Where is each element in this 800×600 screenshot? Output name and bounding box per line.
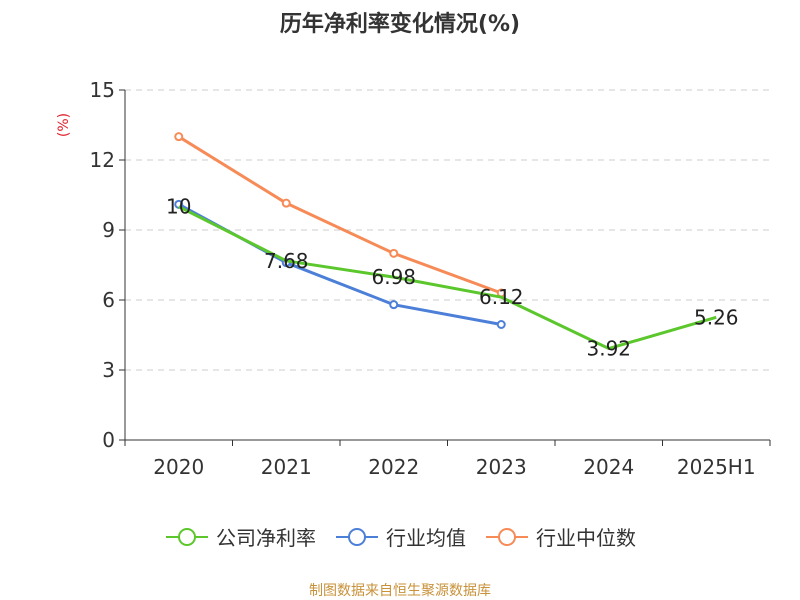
y-tick-label: 12 xyxy=(90,148,115,172)
y-axis-label: (%) xyxy=(56,113,72,137)
data-label: 6.98 xyxy=(371,265,416,289)
axes: 0 3 6 9 12 15 2020 2021 2022 2023 2024 2025H1 xyxy=(90,78,771,479)
data-point xyxy=(281,198,291,208)
x-tick-label: 2022 xyxy=(368,455,419,479)
x-tick-label: 2021 xyxy=(261,455,312,479)
legend-circle xyxy=(498,527,516,546)
data-label: 7.68 xyxy=(264,249,309,273)
legend-circle xyxy=(348,527,366,546)
x-tick-label: 2024 xyxy=(583,455,634,479)
series-line xyxy=(178,205,717,351)
source-note: 制图数据来自恒生聚源数据库 xyxy=(309,583,491,599)
legend-label: 行业均值 xyxy=(386,526,466,550)
data-point xyxy=(174,132,184,142)
data-label: 3.92 xyxy=(586,337,631,361)
series-line xyxy=(178,203,502,326)
legend-item[interactable]: 公司净利率 xyxy=(164,522,316,551)
data-label: 5.26 xyxy=(694,305,739,329)
x-tick-label: 2023 xyxy=(476,455,527,479)
data-point xyxy=(496,320,506,329)
data-labels: 10 7.68 6.98 6.12 3.92 5.26 xyxy=(166,195,738,361)
chart-title: 历年净利率变化情况(%) xyxy=(279,12,521,37)
legend-marker-icon xyxy=(486,527,528,546)
y-tick-label: 0 xyxy=(102,428,115,452)
x-tick-label: 2020 xyxy=(153,455,204,479)
series-line xyxy=(177,135,502,295)
data-point xyxy=(389,300,399,310)
series-lines xyxy=(174,132,717,351)
x-tick-label: 2025H1 xyxy=(677,455,756,479)
legend-item[interactable]: 行业均值 xyxy=(334,522,466,551)
legend-marker-icon xyxy=(166,527,208,546)
grid-lines xyxy=(125,89,770,371)
y-tick-label: 15 xyxy=(90,78,115,102)
legend-marker-icon xyxy=(336,527,378,546)
y-tick-label: 6 xyxy=(102,288,115,312)
legend: 公司净利率 行业均值 行业中位数 xyxy=(0,522,800,551)
legend-item[interactable]: 行业中位数 xyxy=(484,522,636,551)
legend-circle xyxy=(178,527,196,546)
legend-label: 公司净利率 xyxy=(216,526,316,550)
data-label: 10 xyxy=(166,195,191,219)
y-tick-label: 9 xyxy=(102,218,115,242)
y-tick-label: 3 xyxy=(102,358,115,382)
data-point xyxy=(389,248,399,258)
data-label: 6.12 xyxy=(479,285,524,309)
legend-label: 行业中位数 xyxy=(536,526,636,550)
